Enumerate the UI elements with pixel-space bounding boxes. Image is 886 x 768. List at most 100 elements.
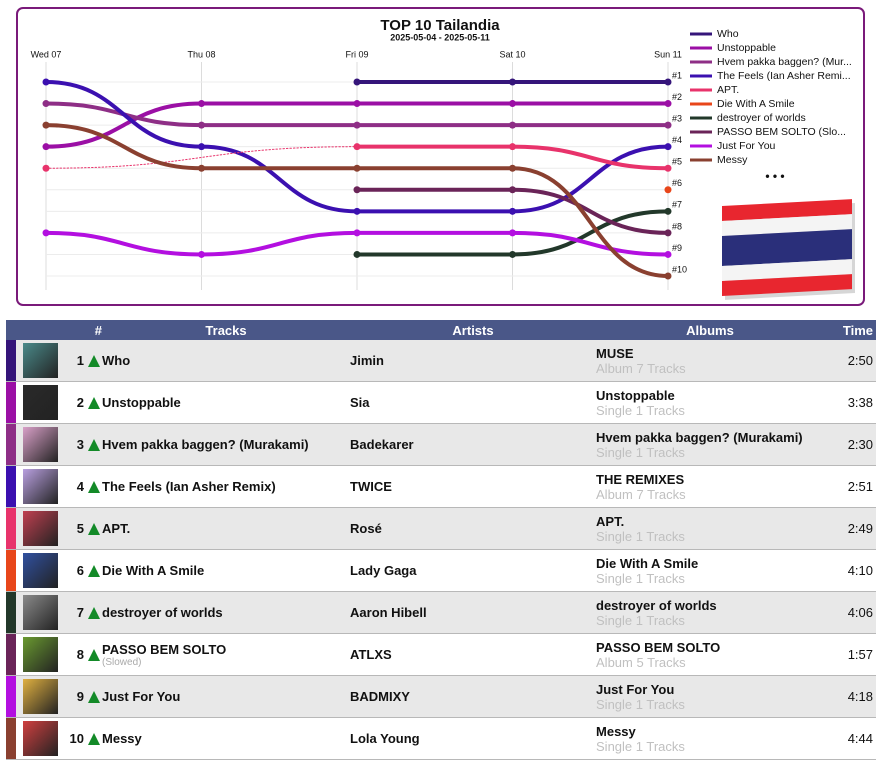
series-line (44, 230, 204, 257)
series-line (510, 230, 670, 257)
album-cell: Unstoppable Single 1 Tracks (596, 381, 825, 424)
rank-dot (353, 164, 361, 172)
rank-dot (198, 250, 205, 258)
rank-dot (353, 78, 361, 86)
rank-dot (42, 100, 50, 108)
album-meta: Single 1 Tracks (596, 402, 685, 418)
rank-cell: 6 (64, 549, 84, 592)
track-title: Unstoppable (102, 395, 181, 410)
thumb-cell (16, 633, 64, 676)
album-cell: Die With A Smile Single 1 Tracks (596, 549, 825, 592)
time-cell: 2:30 (824, 423, 877, 466)
rank-dot (509, 164, 516, 172)
thumb-cell (16, 340, 64, 382)
trend-up-icon (88, 606, 100, 619)
rank-dot (664, 272, 672, 280)
y-tick-label: #8 (672, 221, 682, 231)
header-cell (6, 320, 64, 340)
chart: TOP 10 Tailandia 2025-05-04 - 2025-05-11… (16, 7, 865, 306)
trend-up-icon (88, 732, 100, 745)
trend-up-icon (88, 522, 100, 535)
series-line (44, 123, 204, 171)
table-row: 3 Hvem pakka baggen? (Murakami) Badekarer H… (6, 423, 877, 466)
chart-title: TOP 10 Tailandia (380, 17, 500, 34)
table-row: 6 Die With A Smile Lady Gaga Die With A Smi… (6, 549, 877, 592)
rank-dot (664, 100, 672, 108)
row-color-bar (6, 381, 16, 424)
artist-cell: Rosé (350, 507, 597, 550)
header-cell: Tracks (102, 320, 351, 340)
x-tick-label: Sat 10 (499, 49, 525, 59)
track-cell: Unstoppable (102, 381, 351, 424)
table-row: 2 Unstoppable Sia Unstoppable Single 1 Track… (6, 381, 877, 424)
album-title: PASSO BEM SOLTO (596, 639, 721, 655)
rank-dot (664, 143, 672, 151)
table-row: 8 PASSO BEM SOLTO (Slowed) ATLXS PASSO BEM S… (6, 633, 877, 676)
table-row: 7 destroyer of worlds Aaron Hibell destroye… (6, 591, 877, 634)
legend-label: Just For You (717, 140, 776, 152)
series-line (510, 144, 670, 214)
trend-cell (84, 633, 103, 676)
album-cell: THE REMIXES Album 7 Tracks (596, 465, 825, 508)
rank-dot (353, 186, 361, 194)
legend-label: PASSO BEM SOLTO (Slo... (717, 126, 846, 138)
time-cell: 2:49 (824, 507, 877, 550)
artist-cell: Lady Gaga (350, 549, 597, 592)
rank-dot (198, 121, 205, 129)
table-header: # Tracks Artists Albums Time (6, 320, 877, 340)
table-row: 5 APT. Rosé APT. Single 1 Tracks 2:49 (6, 507, 877, 550)
trend-cell (84, 423, 103, 466)
row-color-bar (6, 633, 16, 676)
lines (44, 79, 670, 278)
y-tick-label: #4 (672, 135, 682, 145)
album-title: Messy (596, 723, 636, 739)
album-title: Just For You (596, 681, 675, 697)
y-tick-label: #7 (672, 200, 682, 210)
album-meta: Single 1 Tracks (596, 570, 685, 586)
row-color-bar (6, 423, 16, 466)
rank-dot (664, 250, 672, 258)
x-tick-label: Sun 11 (654, 49, 682, 59)
y-tick-label: #5 (672, 157, 682, 167)
series-line (44, 101, 204, 149)
x-tick-label: Wed 07 (31, 49, 62, 59)
album-cell: APT. Single 1 Tracks (596, 507, 825, 550)
rank-cell: 8 (64, 633, 84, 676)
row-color-bar (6, 591, 16, 634)
track-title: Just For You (102, 689, 181, 704)
album-cell: PASSO BEM SOLTO Album 5 Tracks (596, 633, 825, 676)
rank-dot (42, 143, 50, 151)
album-thumbnail (23, 343, 58, 378)
artist-cell: Sia (350, 381, 597, 424)
album-thumbnail (23, 469, 58, 504)
track-cell: Who (102, 340, 351, 382)
table-row: 10 Messy Lola Young Messy Single 1 Tracks 4:4… (6, 717, 877, 760)
time-cell: 2:50 (824, 340, 877, 382)
series-line (510, 209, 670, 257)
chart-subtitle: 2025-05-04 - 2025-05-11 (390, 32, 490, 42)
rank-dot (664, 164, 672, 172)
rank-dot (509, 78, 516, 86)
legend-label: Die With A Smile (717, 98, 795, 110)
rank-dot (198, 100, 205, 108)
rank-dot (664, 78, 672, 86)
thumb-cell (16, 381, 64, 424)
trend-cell (84, 591, 103, 634)
trend-cell (84, 381, 103, 424)
album-cell: destroyer of worlds Single 1 Tracks (596, 591, 825, 634)
album-title: Die With A Smile (596, 555, 699, 571)
rank-dot (509, 143, 516, 151)
dots (42, 78, 672, 280)
series-line (45, 146, 358, 169)
album-cell: MUSE Album 7 Tracks (596, 340, 825, 382)
table-row: 4 The Feels (Ian Asher Remix) TWICE THE REM… (6, 465, 877, 508)
album-meta: Single 1 Tracks (596, 696, 685, 712)
track-title: Messy (102, 731, 142, 746)
album-meta: Single 1 Tracks (596, 612, 685, 628)
trend-up-icon (88, 648, 100, 661)
legend-label: Hvem pakka baggen? (Mur... (717, 56, 852, 68)
album-cell: Just For You Single 1 Tracks (596, 675, 825, 718)
rank-dot (42, 164, 50, 172)
artist-cell: Aaron Hibell (350, 591, 597, 634)
